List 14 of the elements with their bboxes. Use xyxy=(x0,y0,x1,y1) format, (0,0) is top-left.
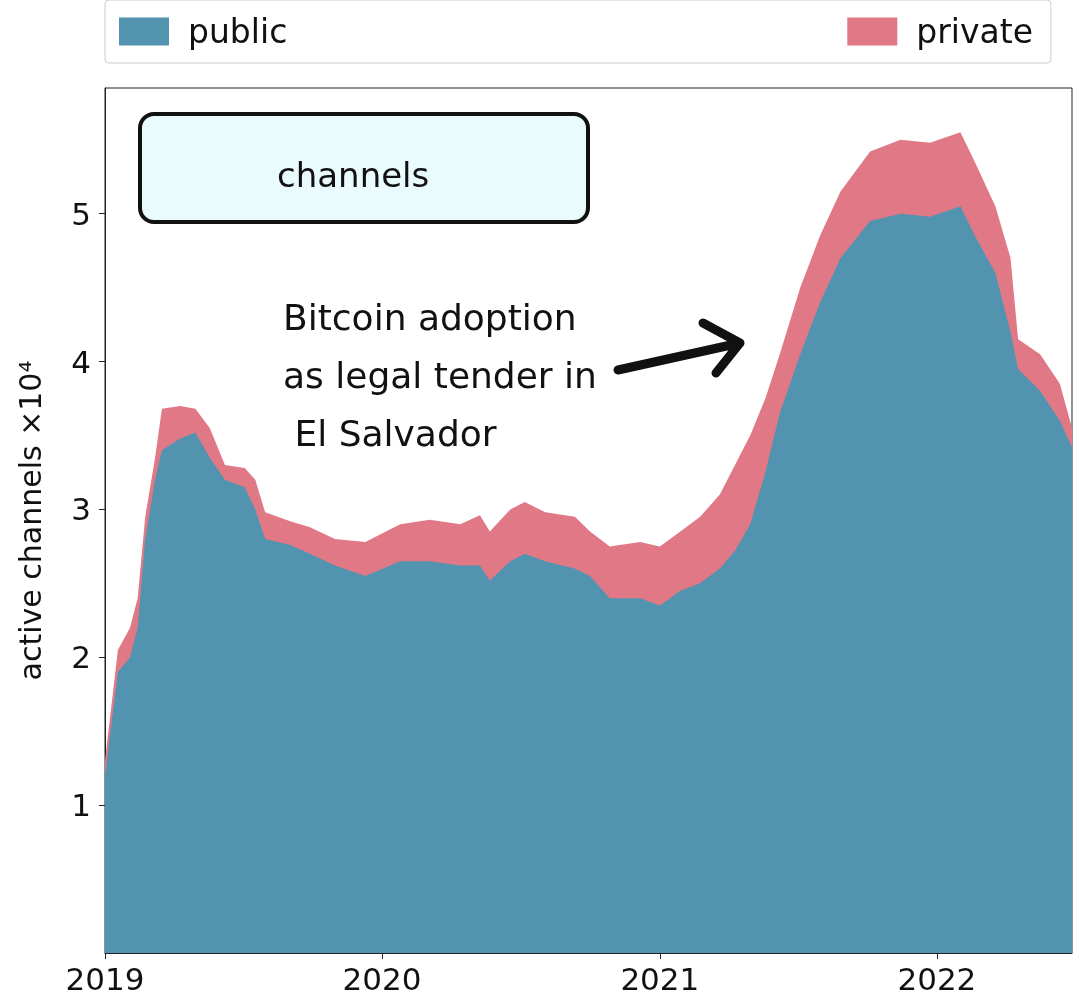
y-axis-title: active channels ×10⁴ xyxy=(12,360,48,681)
x-tick-label: 2022 xyxy=(897,960,977,997)
legend-label: private xyxy=(916,12,1033,51)
y-tick-label: 5 xyxy=(71,195,91,232)
text: channels xyxy=(277,155,430,195)
x-tick-label: 2021 xyxy=(620,960,700,997)
x-tick-label: 2020 xyxy=(342,960,422,997)
y-tick-label: 2 xyxy=(71,639,91,676)
y-tick-label: 3 xyxy=(71,491,91,528)
legend-label: public xyxy=(188,12,288,51)
y-tick-label: 4 xyxy=(71,343,91,380)
y-tick-label: 1 xyxy=(71,787,91,824)
x-tick-label: 2019 xyxy=(65,960,145,997)
annotation: Bitcoin adoption as legal tender in El Salvador xyxy=(283,296,597,454)
